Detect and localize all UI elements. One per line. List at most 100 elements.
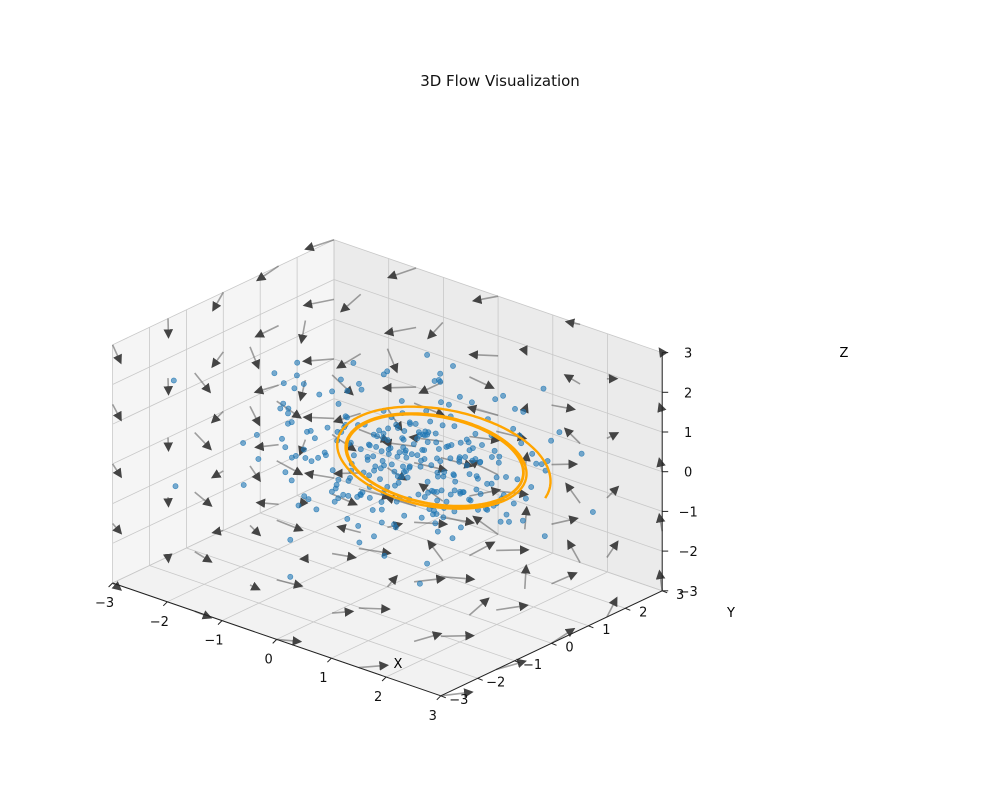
scatter-point bbox=[402, 450, 407, 455]
scatter-point bbox=[378, 466, 383, 471]
scatter-point bbox=[295, 360, 300, 365]
scatter-point bbox=[458, 440, 463, 445]
scatter-point bbox=[322, 450, 327, 455]
z-tick-label: 3 bbox=[684, 347, 692, 362]
scatter-point bbox=[283, 470, 288, 475]
scatter-point bbox=[171, 378, 176, 383]
scatter-point bbox=[418, 464, 423, 469]
scatter-point bbox=[359, 387, 364, 392]
scatter-point bbox=[241, 482, 246, 487]
scatter-point bbox=[419, 515, 424, 520]
scatter-point bbox=[281, 401, 286, 406]
scatter-point bbox=[278, 406, 283, 411]
z-tick-label: −2 bbox=[679, 545, 698, 560]
scatter-point bbox=[317, 392, 322, 397]
x-tick bbox=[327, 658, 331, 662]
scatter-point bbox=[478, 491, 483, 496]
scatter-point bbox=[429, 463, 434, 468]
scatter-point bbox=[436, 446, 441, 451]
scatter-point bbox=[396, 480, 401, 485]
quiver-arrow bbox=[168, 319, 169, 338]
scatter-point bbox=[241, 440, 246, 445]
y-tick bbox=[625, 608, 630, 610]
scatter-point bbox=[379, 520, 384, 525]
scatter-point bbox=[448, 456, 453, 461]
x-tick-label: −2 bbox=[150, 615, 169, 630]
y-tick bbox=[478, 678, 483, 680]
scatter-point bbox=[422, 494, 427, 499]
scatter-point bbox=[303, 455, 308, 460]
scatter-point bbox=[498, 519, 503, 524]
scatter-point bbox=[416, 492, 421, 497]
scatter-point bbox=[400, 464, 405, 469]
scatter-point bbox=[441, 515, 446, 520]
scatter-point bbox=[473, 431, 478, 436]
scatter-point bbox=[358, 492, 363, 497]
scatter-point bbox=[314, 507, 319, 512]
quiver-arrow bbox=[168, 378, 169, 394]
scatter-point bbox=[422, 448, 427, 453]
scatter-point bbox=[496, 460, 501, 465]
scatter-point bbox=[344, 415, 349, 420]
scatter-point bbox=[296, 503, 301, 508]
scatter-point bbox=[372, 468, 377, 473]
scatter-point bbox=[590, 509, 595, 514]
scatter-point bbox=[458, 491, 463, 496]
scatter-point bbox=[351, 360, 356, 365]
scatter-point bbox=[452, 488, 457, 493]
scatter-point bbox=[557, 430, 562, 435]
y-tick-label: 1 bbox=[602, 623, 610, 638]
scatter-point bbox=[325, 425, 330, 430]
y-tick-label: −3 bbox=[449, 693, 468, 708]
scatter-point bbox=[439, 488, 444, 493]
scatter-point bbox=[463, 454, 468, 459]
y-tick bbox=[588, 626, 593, 628]
scatter-point bbox=[272, 371, 277, 376]
scatter-point bbox=[397, 450, 402, 455]
scatter-point bbox=[425, 440, 430, 445]
scatter-point bbox=[473, 456, 478, 461]
scatter-point bbox=[301, 381, 306, 386]
scatter-point bbox=[453, 479, 458, 484]
scatter-point bbox=[292, 386, 297, 391]
scatter-point bbox=[357, 540, 362, 545]
scatter-point bbox=[433, 521, 438, 526]
scatter-point bbox=[283, 445, 288, 450]
z-tick-label: 0 bbox=[684, 466, 692, 481]
x-tick bbox=[218, 621, 222, 625]
scatter-point bbox=[288, 537, 293, 542]
scatter-point bbox=[286, 406, 291, 411]
scatter-point bbox=[434, 456, 439, 461]
scatter-point bbox=[541, 386, 546, 391]
x-tick-label: −3 bbox=[95, 596, 114, 611]
scatter-point bbox=[389, 462, 394, 467]
scatter-point bbox=[433, 431, 438, 436]
scatter-point bbox=[356, 381, 361, 386]
scatter-point bbox=[424, 408, 429, 413]
scatter-point bbox=[438, 400, 443, 405]
scatter-point bbox=[438, 379, 443, 384]
scatter-point bbox=[408, 421, 413, 426]
scatter-point bbox=[293, 453, 298, 458]
scatter-point bbox=[365, 454, 370, 459]
scatter-point bbox=[444, 499, 449, 504]
scatter-point bbox=[494, 475, 499, 480]
scatter-point bbox=[356, 523, 361, 528]
scatter-point bbox=[379, 507, 384, 512]
scatter-point bbox=[464, 437, 469, 442]
scatter-point bbox=[395, 425, 400, 430]
scatter-point bbox=[367, 473, 372, 478]
scatter-point bbox=[338, 377, 343, 382]
scatter-point bbox=[435, 498, 440, 503]
scatter-point bbox=[449, 442, 454, 447]
scatter-point bbox=[444, 444, 449, 449]
scatter-point bbox=[515, 477, 520, 482]
scatter-point bbox=[411, 442, 416, 447]
scatter-point bbox=[468, 498, 473, 503]
scatter-point bbox=[294, 373, 299, 378]
x-axis-label: X bbox=[394, 657, 403, 672]
x-tick bbox=[273, 639, 277, 643]
scatter-point bbox=[511, 426, 516, 431]
y-tick bbox=[552, 643, 557, 645]
